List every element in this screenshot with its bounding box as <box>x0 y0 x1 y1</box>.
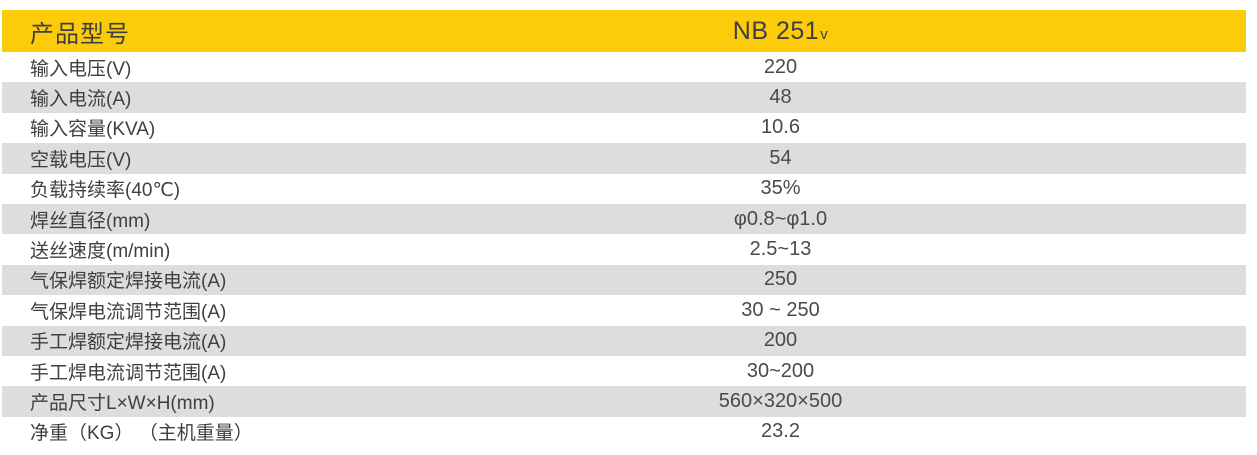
spec-value: 200 <box>763 329 798 352</box>
spec-label: 焊丝直径(mm) <box>30 210 151 232</box>
spec-label: 产品尺寸L×W×H(mm) <box>30 392 215 414</box>
spec-row: 手工焊额定焊接电流(A) 200 <box>2 325 1246 356</box>
header-label: 产品型号 <box>30 20 130 48</box>
spec-value: 30~200 <box>746 359 815 382</box>
spec-row: 负载持续率(40℃) 35% <box>2 173 1246 204</box>
spec-value: 54 <box>769 146 792 169</box>
product-model: NB 251 <box>732 16 820 45</box>
spec-row: 焊丝直径(mm) φ0.8~φ1.0 <box>2 203 1246 235</box>
spec-row: 净重（KG） （主机重量） 23.2 <box>2 416 1246 448</box>
spec-rows: 输入电压(V) 220 输入电流(A) 48 输入容量(KVA) 10.6 空载电压(V) 5… <box>2 52 1246 448</box>
spec-value: 2.5~13 <box>749 238 812 261</box>
spec-label: 净重（KG） （主机重量） <box>30 423 253 445</box>
spec-value: φ0.8~φ1.0 <box>733 207 828 230</box>
spec-label: 空载电压(V) <box>30 149 132 171</box>
spec-value: 35% <box>760 177 801 200</box>
spec-value: 560×320×500 <box>718 389 843 412</box>
spec-row: 输入电压(V) 220 <box>2 52 1246 83</box>
spec-label: 输入电流(A) <box>30 89 132 111</box>
spec-row: 输入容量(KVA) 10.6 <box>2 112 1246 144</box>
header-model-cell: NB 251 v <box>315 17 1246 46</box>
spec-row: 气保焊电流调节范围(A) 30 ~ 250 <box>2 295 1246 326</box>
spec-label: 气保焊电流调节范围(A) <box>30 301 227 323</box>
spec-value: 250 <box>763 268 798 291</box>
spec-label: 输入电压(V) <box>30 58 132 80</box>
spec-row: 手工焊电流调节范围(A) 30~200 <box>2 355 1246 387</box>
spec-label: 负载持续率(40℃) <box>30 180 181 202</box>
spec-value: 10.6 <box>761 116 800 139</box>
spec-row: 输入电流(A) 48 <box>2 82 1246 113</box>
spec-row: 送丝速度(m/min) 2.5~13 <box>2 234 1246 265</box>
spec-row: 产品尺寸L×W×H(mm) 560×320×500 <box>2 386 1246 417</box>
spec-row: 气保焊额定焊接电流(A) 250 <box>2 264 1246 296</box>
spec-label: 送丝速度(m/min) <box>30 241 171 263</box>
spec-table-header: 产品型号 NB 251 v <box>2 10 1246 52</box>
spec-value: 23.2 <box>761 420 800 443</box>
spec-label: 手工焊电流调节范围(A) <box>30 362 227 384</box>
spec-label: 气保焊额定焊接电流(A) <box>30 271 227 293</box>
product-spec-table: 产品型号 NB 251 v 输入电压(V) 220 输入电流(A) 48 输入容量(KVA… <box>2 10 1246 448</box>
spec-value: 48 <box>769 86 792 109</box>
product-model-suffix: v <box>820 25 829 43</box>
spec-value: 220 <box>763 55 798 78</box>
spec-label: 手工焊额定焊接电流(A) <box>30 332 227 354</box>
spec-value: 30 ~ 250 <box>741 298 820 321</box>
spec-row: 空载电压(V) 54 <box>2 143 1246 174</box>
spec-label: 输入容量(KVA) <box>30 119 156 141</box>
